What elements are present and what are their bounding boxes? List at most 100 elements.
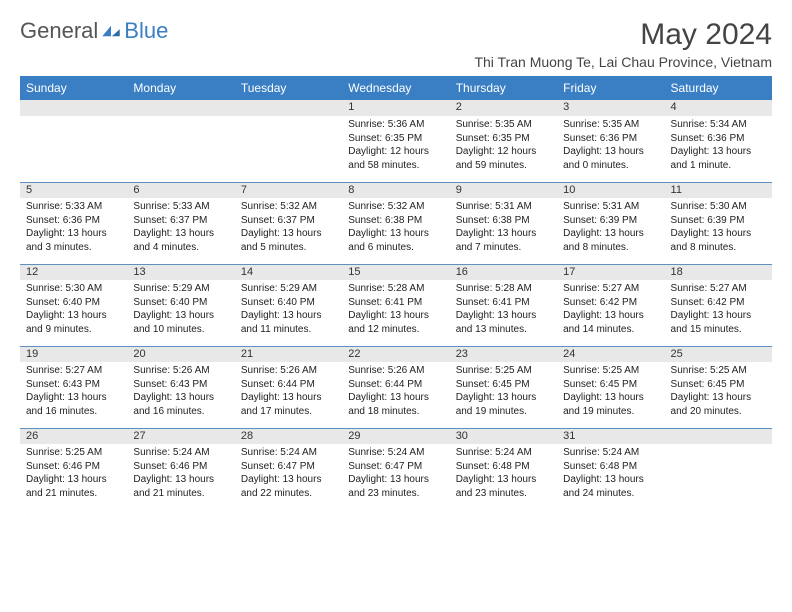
day-content-cell: Sunrise: 5:31 AMSunset: 6:38 PMDaylight:… xyxy=(450,198,557,264)
sunrise-line: Sunrise: 5:24 AM xyxy=(133,446,228,460)
day-number-cell: 16 xyxy=(450,264,557,280)
sunrise-line: Sunrise: 5:27 AM xyxy=(671,282,766,296)
weekday-header: Friday xyxy=(557,76,664,100)
sunset-line: Sunset: 6:37 PM xyxy=(133,214,228,228)
day-number-row: 1234 xyxy=(20,100,772,116)
day-number-cell: 18 xyxy=(665,264,772,280)
sunrise-line: Sunrise: 5:35 AM xyxy=(563,118,658,132)
sunrise-line: Sunrise: 5:26 AM xyxy=(241,364,336,378)
day-number-cell: 9 xyxy=(450,182,557,198)
sunset-line: Sunset: 6:47 PM xyxy=(348,460,443,474)
daylight-line: Daylight: 13 hours and 9 minutes. xyxy=(26,309,121,336)
day-number-cell: 4 xyxy=(665,100,772,116)
day-number-cell: 2 xyxy=(450,100,557,116)
sunset-line: Sunset: 6:43 PM xyxy=(133,378,228,392)
sunset-line: Sunset: 6:39 PM xyxy=(563,214,658,228)
sunrise-line: Sunrise: 5:34 AM xyxy=(671,118,766,132)
daylight-line: Daylight: 12 hours and 58 minutes. xyxy=(348,145,443,172)
day-content-cell xyxy=(665,444,772,510)
sunrise-line: Sunrise: 5:26 AM xyxy=(133,364,228,378)
day-content-row: Sunrise: 5:25 AMSunset: 6:46 PMDaylight:… xyxy=(20,444,772,510)
sunrise-line: Sunrise: 5:27 AM xyxy=(26,364,121,378)
daylight-line: Daylight: 13 hours and 5 minutes. xyxy=(241,227,336,254)
sunrise-line: Sunrise: 5:29 AM xyxy=(133,282,228,296)
day-number-cell: 13 xyxy=(127,264,234,280)
day-number-cell: 3 xyxy=(557,100,664,116)
sunset-line: Sunset: 6:36 PM xyxy=(26,214,121,228)
sunset-line: Sunset: 6:44 PM xyxy=(348,378,443,392)
sunset-line: Sunset: 6:48 PM xyxy=(563,460,658,474)
daylight-line: Daylight: 13 hours and 21 minutes. xyxy=(26,473,121,500)
day-number-cell: 28 xyxy=(235,428,342,444)
brand-part2: Blue xyxy=(124,18,168,44)
day-number-cell: 12 xyxy=(20,264,127,280)
sunrise-line: Sunrise: 5:25 AM xyxy=(671,364,766,378)
sunset-line: Sunset: 6:37 PM xyxy=(241,214,336,228)
sunrise-line: Sunrise: 5:25 AM xyxy=(26,446,121,460)
sunset-line: Sunset: 6:35 PM xyxy=(456,132,551,146)
day-content-cell: Sunrise: 5:35 AMSunset: 6:36 PMDaylight:… xyxy=(557,116,664,182)
day-number-cell: 19 xyxy=(20,346,127,362)
day-number-cell: 27 xyxy=(127,428,234,444)
day-number-cell: 20 xyxy=(127,346,234,362)
day-content-row: Sunrise: 5:30 AMSunset: 6:40 PMDaylight:… xyxy=(20,280,772,346)
day-content-cell: Sunrise: 5:36 AMSunset: 6:35 PMDaylight:… xyxy=(342,116,449,182)
sunset-line: Sunset: 6:36 PM xyxy=(563,132,658,146)
day-number-cell: 31 xyxy=(557,428,664,444)
weekday-header: Wednesday xyxy=(342,76,449,100)
sunrise-line: Sunrise: 5:31 AM xyxy=(456,200,551,214)
daylight-line: Daylight: 13 hours and 19 minutes. xyxy=(456,391,551,418)
sunset-line: Sunset: 6:36 PM xyxy=(671,132,766,146)
sunset-line: Sunset: 6:42 PM xyxy=(563,296,658,310)
weekday-header: Sunday xyxy=(20,76,127,100)
day-content-row: Sunrise: 5:36 AMSunset: 6:35 PMDaylight:… xyxy=(20,116,772,182)
daylight-line: Daylight: 12 hours and 59 minutes. xyxy=(456,145,551,172)
sunset-line: Sunset: 6:47 PM xyxy=(241,460,336,474)
daylight-line: Daylight: 13 hours and 8 minutes. xyxy=(671,227,766,254)
daylight-line: Daylight: 13 hours and 3 minutes. xyxy=(26,227,121,254)
sunrise-line: Sunrise: 5:25 AM xyxy=(563,364,658,378)
sunset-line: Sunset: 6:40 PM xyxy=(26,296,121,310)
day-content-cell: Sunrise: 5:30 AMSunset: 6:40 PMDaylight:… xyxy=(20,280,127,346)
daylight-line: Daylight: 13 hours and 14 minutes. xyxy=(563,309,658,336)
sunrise-line: Sunrise: 5:28 AM xyxy=(456,282,551,296)
title-block: May 2024 xyxy=(640,18,772,52)
sunrise-line: Sunrise: 5:24 AM xyxy=(241,446,336,460)
sunset-line: Sunset: 6:40 PM xyxy=(133,296,228,310)
sunrise-line: Sunrise: 5:27 AM xyxy=(563,282,658,296)
day-content-cell: Sunrise: 5:28 AMSunset: 6:41 PMDaylight:… xyxy=(342,280,449,346)
daylight-line: Daylight: 13 hours and 8 minutes. xyxy=(563,227,658,254)
daylight-line: Daylight: 13 hours and 23 minutes. xyxy=(456,473,551,500)
daylight-line: Daylight: 13 hours and 19 minutes. xyxy=(563,391,658,418)
sunset-line: Sunset: 6:41 PM xyxy=(348,296,443,310)
day-number-row: 19202122232425 xyxy=(20,346,772,362)
sunrise-line: Sunrise: 5:32 AM xyxy=(241,200,336,214)
day-content-cell: Sunrise: 5:29 AMSunset: 6:40 PMDaylight:… xyxy=(127,280,234,346)
daylight-line: Daylight: 13 hours and 18 minutes. xyxy=(348,391,443,418)
sunset-line: Sunset: 6:38 PM xyxy=(348,214,443,228)
sunset-line: Sunset: 6:41 PM xyxy=(456,296,551,310)
day-number-cell: 17 xyxy=(557,264,664,280)
sunset-line: Sunset: 6:38 PM xyxy=(456,214,551,228)
day-content-cell: Sunrise: 5:33 AMSunset: 6:36 PMDaylight:… xyxy=(20,198,127,264)
day-content-cell xyxy=(20,116,127,182)
sunrise-line: Sunrise: 5:33 AM xyxy=(133,200,228,214)
day-number-cell: 11 xyxy=(665,182,772,198)
day-content-cell: Sunrise: 5:25 AMSunset: 6:45 PMDaylight:… xyxy=(557,362,664,428)
day-content-cell: Sunrise: 5:24 AMSunset: 6:46 PMDaylight:… xyxy=(127,444,234,510)
day-number-cell xyxy=(127,100,234,116)
header: General Blue May 2024 xyxy=(20,18,772,52)
daylight-line: Daylight: 13 hours and 11 minutes. xyxy=(241,309,336,336)
daylight-line: Daylight: 13 hours and 20 minutes. xyxy=(671,391,766,418)
day-content-cell: Sunrise: 5:35 AMSunset: 6:35 PMDaylight:… xyxy=(450,116,557,182)
sunrise-line: Sunrise: 5:32 AM xyxy=(348,200,443,214)
day-content-cell xyxy=(235,116,342,182)
sunrise-line: Sunrise: 5:24 AM xyxy=(563,446,658,460)
sunset-line: Sunset: 6:45 PM xyxy=(456,378,551,392)
sunset-line: Sunset: 6:48 PM xyxy=(456,460,551,474)
day-number-cell: 6 xyxy=(127,182,234,198)
sunset-line: Sunset: 6:35 PM xyxy=(348,132,443,146)
sunset-line: Sunset: 6:42 PM xyxy=(671,296,766,310)
day-content-cell: Sunrise: 5:31 AMSunset: 6:39 PMDaylight:… xyxy=(557,198,664,264)
day-content-cell xyxy=(127,116,234,182)
